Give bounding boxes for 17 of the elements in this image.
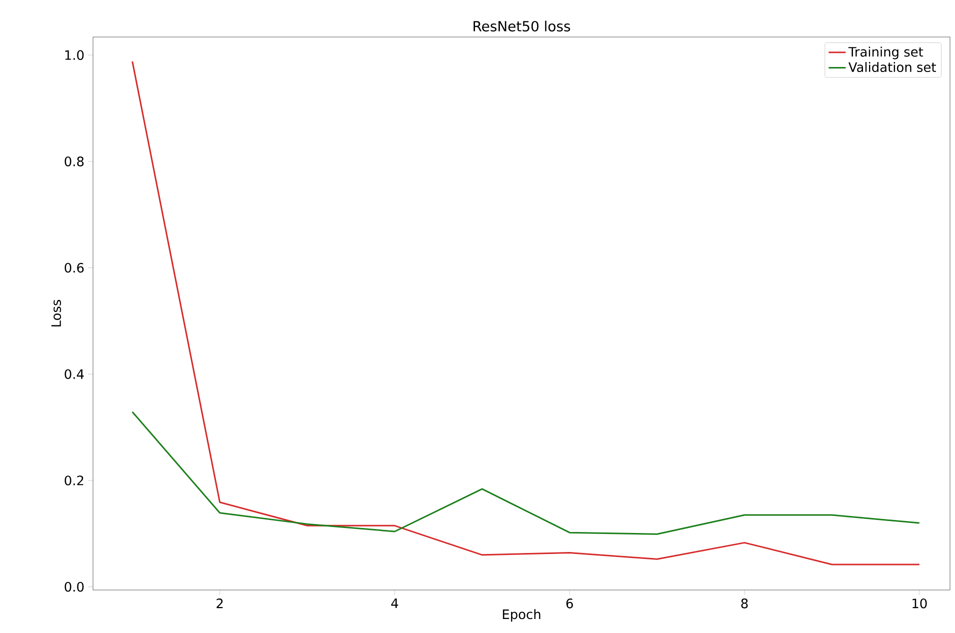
chart-title: ResNet50 loss <box>474 20 570 32</box>
y-tick-label: 0.6 <box>64 262 84 273</box>
y-tick-label: 0.8 <box>64 156 84 166</box>
y-tick-label: 0.4 <box>64 369 84 380</box>
line-series <box>132 411 920 535</box>
x-tick-label: 2 <box>216 598 223 608</box>
legend-label: Validation set <box>848 62 936 72</box>
y-tick-label: 0.2 <box>64 476 84 486</box>
y-axis-title: Loss <box>51 300 62 326</box>
x-tick-label: 6 <box>566 598 573 608</box>
x-tick-label: 4 <box>391 598 398 608</box>
y-tick-label: 0.0 <box>64 582 84 592</box>
x-tick-label: 8 <box>741 598 748 608</box>
x-axis-title: Epoch <box>502 609 540 622</box>
y-tick-label: 1.0 <box>65 50 84 60</box>
x-tick-label: 10 <box>912 598 927 608</box>
legend-label: Training set <box>848 46 924 60</box>
